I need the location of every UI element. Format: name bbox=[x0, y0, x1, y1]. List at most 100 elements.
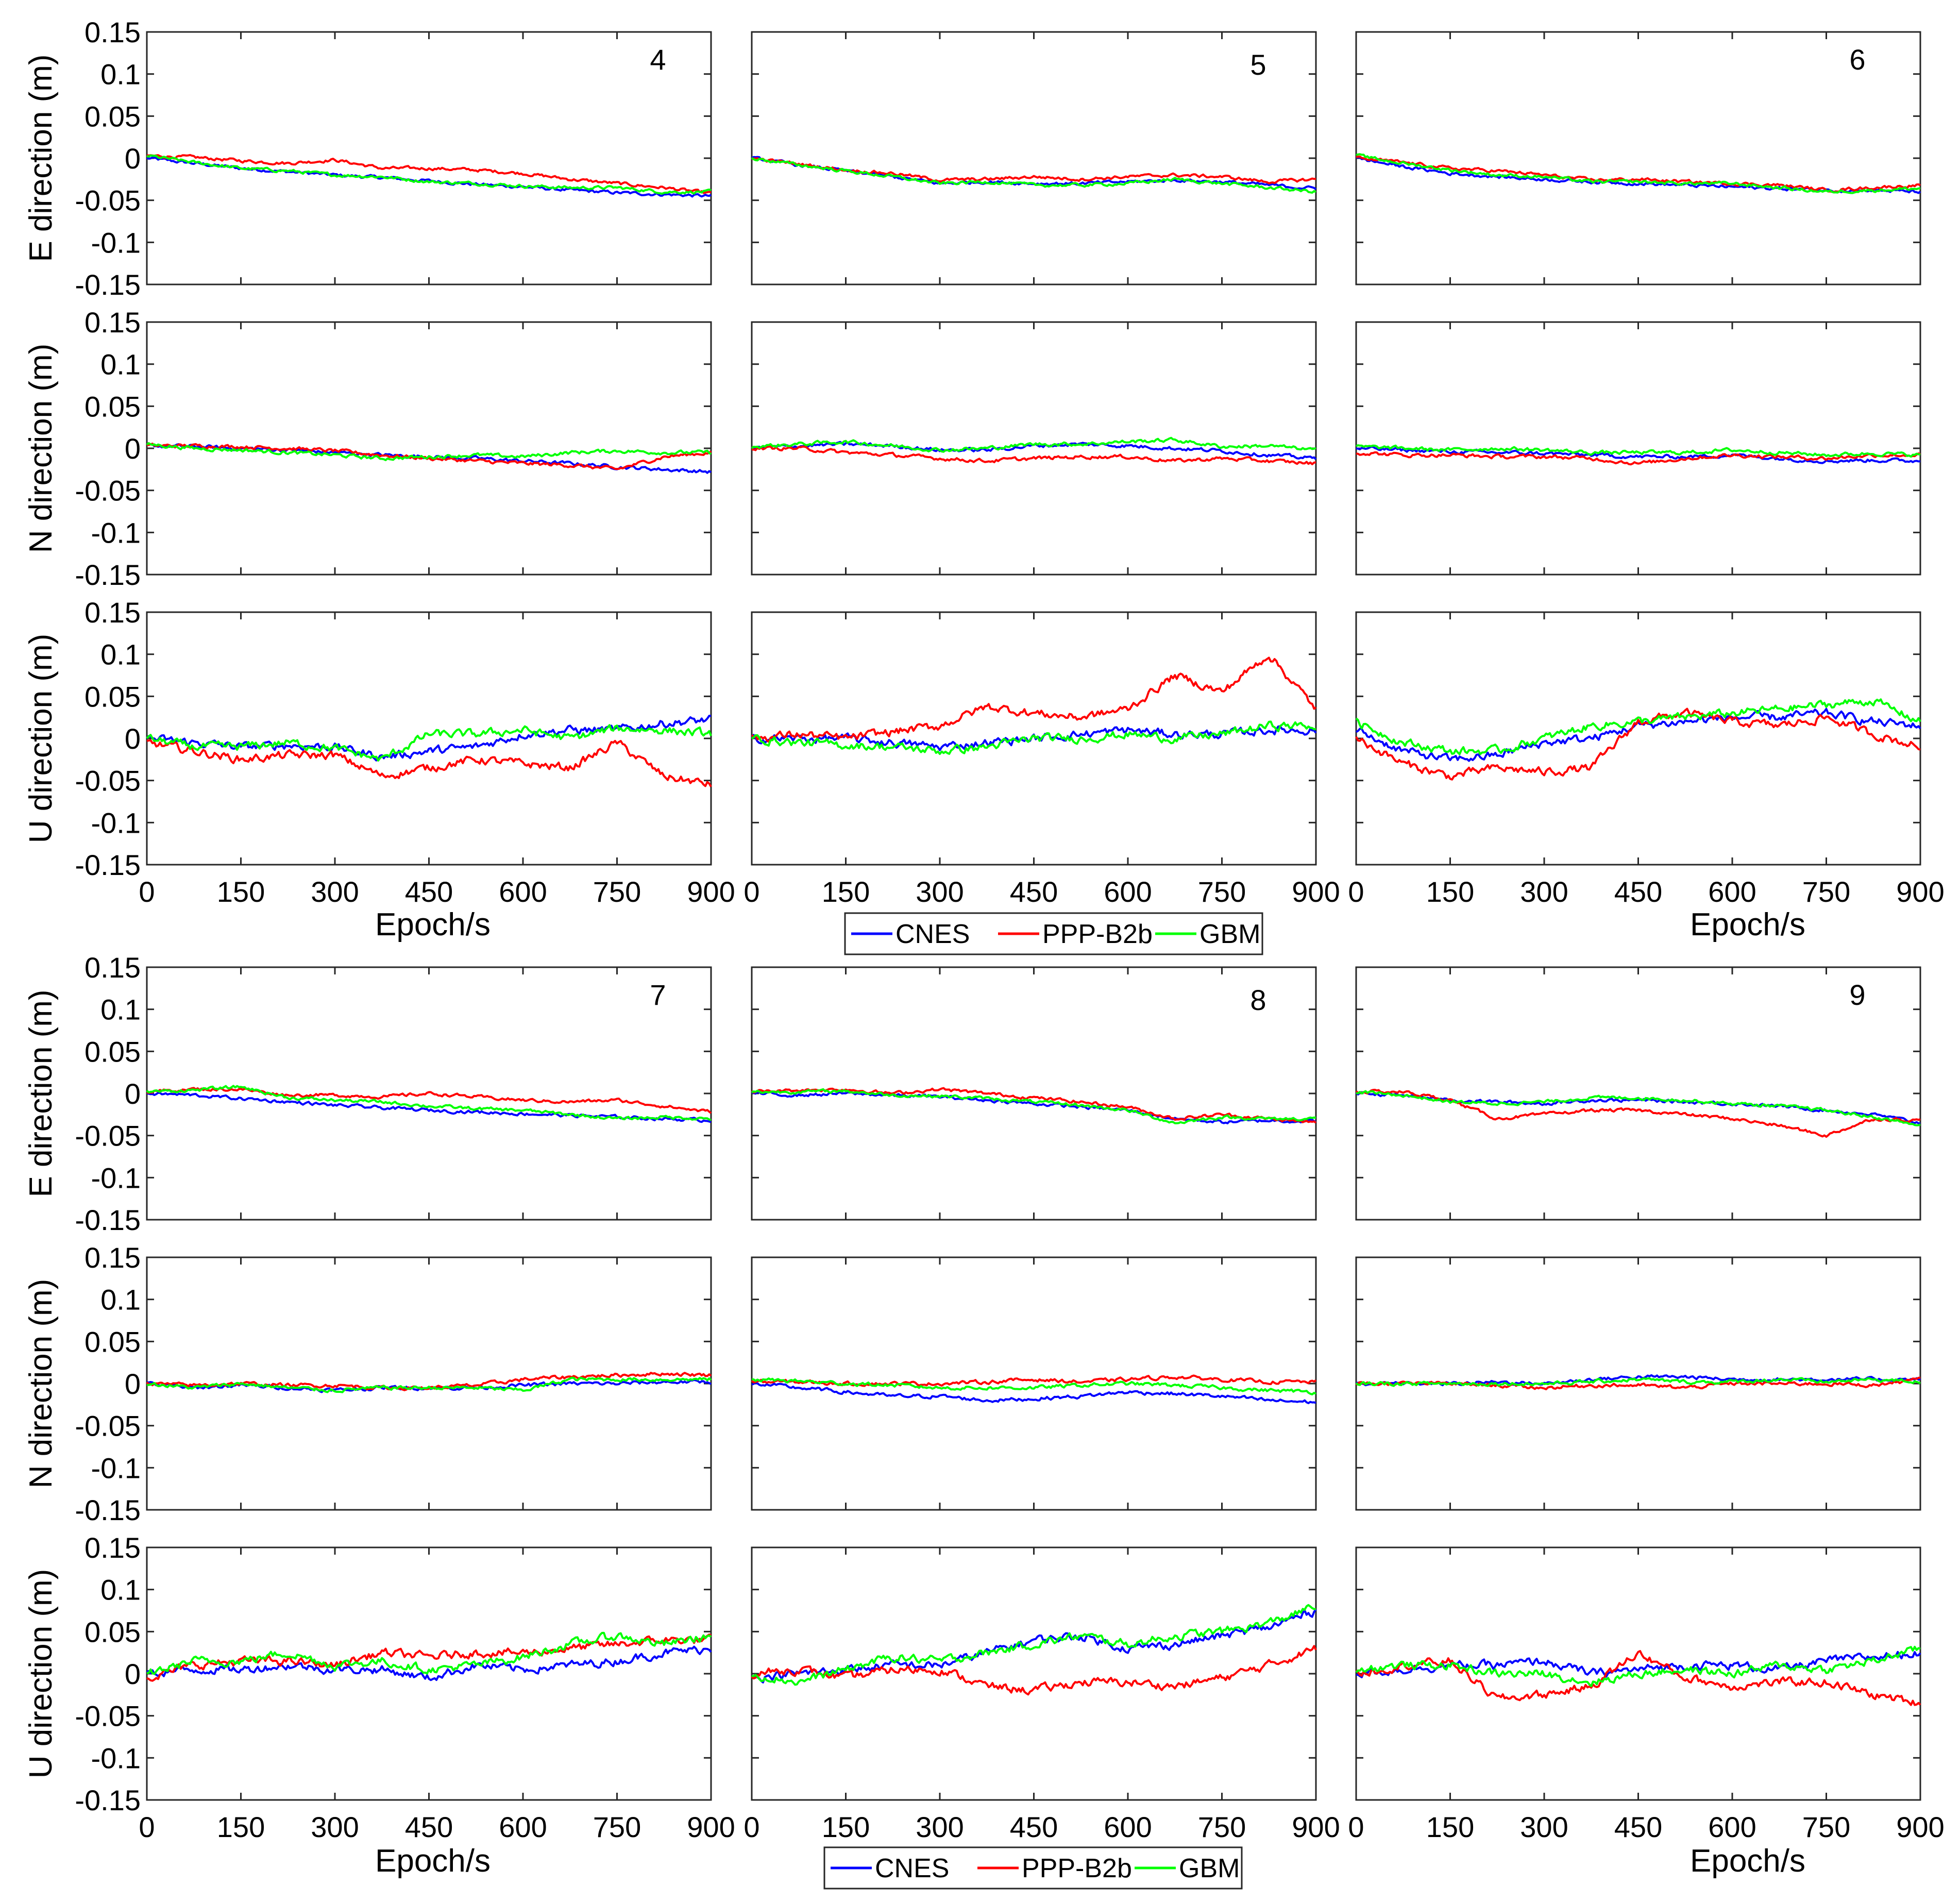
x-tick-label: 300 bbox=[311, 1811, 359, 1843]
y-tick-label: -0.15 bbox=[75, 268, 141, 301]
y-tick-label: 0.15 bbox=[85, 306, 141, 339]
panel-id-label: 4 bbox=[650, 43, 666, 76]
x-tick-label: 600 bbox=[499, 1811, 547, 1843]
y-tick-label: -0.05 bbox=[75, 765, 141, 797]
series-line-ppp-b2b-panel-4-N bbox=[146, 443, 712, 470]
x-tick-label: 150 bbox=[217, 875, 265, 908]
x-axis-label: Epoch/s bbox=[375, 907, 491, 942]
legend-label-gbm: GBM bbox=[1199, 919, 1260, 949]
y-axis-label-U: U direction (m) bbox=[23, 634, 59, 844]
y-tick-label: -0.15 bbox=[75, 559, 141, 591]
x-tick-label: 900 bbox=[1292, 1811, 1340, 1843]
x-tick-label: 150 bbox=[822, 875, 870, 908]
series-line-gbm-panel-5-U bbox=[751, 720, 1316, 755]
x-axis-label: Epoch/s bbox=[1690, 1843, 1805, 1879]
legend-label-ppp-b2b: PPP-B2b bbox=[1042, 919, 1153, 949]
x-tick-label: 900 bbox=[1292, 875, 1340, 908]
series-line-ppp-b2b-panel-5-U bbox=[751, 656, 1317, 743]
y-tick-label: -0.1 bbox=[91, 1742, 141, 1774]
panel-9-E-frame bbox=[1355, 966, 1921, 1221]
series-line-ppp-b2b-panel-8-E bbox=[751, 1087, 1317, 1124]
panel-4-U-frame bbox=[146, 611, 712, 866]
x-tick-label: 600 bbox=[1708, 1811, 1756, 1843]
x-tick-label: 900 bbox=[687, 875, 735, 908]
x-tick-label: 300 bbox=[916, 875, 964, 908]
y-tick-label: 0.1 bbox=[100, 348, 141, 381]
series-line-gbm-panel-9-U bbox=[1355, 1645, 1921, 1688]
x-tick-label: 750 bbox=[1198, 1811, 1246, 1843]
x-tick-label: 750 bbox=[1802, 875, 1850, 908]
panel-6-U-frame bbox=[1355, 611, 1921, 866]
y-axis-label-U: U direction (m) bbox=[23, 1569, 59, 1779]
x-tick-label: 750 bbox=[593, 875, 641, 908]
x-tick-label: 0 bbox=[1348, 1811, 1364, 1843]
x-tick-label: 450 bbox=[1614, 1811, 1662, 1843]
series-line-gbm-panel-6-U bbox=[1355, 698, 1921, 755]
y-tick-label: 0 bbox=[125, 1077, 141, 1110]
legend-label-gbm: GBM bbox=[1179, 1854, 1240, 1883]
y-tick-label: -0.1 bbox=[91, 1161, 141, 1194]
panel-7-U-frame bbox=[146, 1546, 712, 1801]
x-tick-label: 0 bbox=[139, 875, 155, 908]
series-line-gbm-panel-9-N bbox=[1355, 1377, 1921, 1387]
panel-6-N-frame bbox=[1355, 321, 1921, 576]
series-line-gbm-panel-6-N bbox=[1356, 444, 1921, 458]
y-tick-label: -0.05 bbox=[75, 1120, 141, 1152]
axes-layer bbox=[146, 31, 1921, 1801]
y-tick-label: 0.1 bbox=[100, 1284, 141, 1316]
x-tick-label: 450 bbox=[1010, 875, 1058, 908]
series-line-gbm-panel-5-E bbox=[751, 157, 1316, 194]
x-tick-label: 450 bbox=[1010, 1811, 1058, 1843]
x-axis-label: Epoch/s bbox=[375, 1843, 491, 1879]
x-tick-label: 450 bbox=[405, 1811, 453, 1843]
panel-4-E-frame bbox=[146, 31, 712, 285]
panel-5-E-frame bbox=[751, 31, 1317, 285]
y-tick-label: 0.05 bbox=[85, 1035, 141, 1068]
series-line-gbm-panel-7-E bbox=[146, 1085, 712, 1121]
y-tick-label: 0.15 bbox=[85, 1531, 141, 1564]
x-tick-label: 150 bbox=[822, 1811, 870, 1843]
x-tick-label: 750 bbox=[593, 1811, 641, 1843]
legend-label-cnes: CNES bbox=[875, 1854, 949, 1883]
y-tick-label: 0 bbox=[125, 722, 141, 755]
panel-9-U-frame bbox=[1355, 1546, 1921, 1801]
series-line-cnes-panel-8-N bbox=[751, 1382, 1316, 1404]
y-tick-label: 0.15 bbox=[85, 596, 141, 629]
y-tick-label: -0.15 bbox=[75, 1784, 141, 1816]
legend-layer: CNES PPP-B2b GBM CNES PPP-B2b GBM bbox=[823, 912, 1263, 1890]
y-tick-label: 0.15 bbox=[85, 16, 141, 48]
panel-id-label: 6 bbox=[1849, 43, 1865, 76]
x-tick-label: 300 bbox=[916, 1811, 964, 1843]
panel-id-label: 7 bbox=[650, 979, 666, 1011]
legend-label-ppp-b2b: PPP-B2b bbox=[1022, 1854, 1132, 1883]
x-axis-label: Epoch/s bbox=[1690, 907, 1805, 942]
x-tick-label: 150 bbox=[217, 1811, 265, 1843]
x-tick-label: 750 bbox=[1198, 875, 1246, 908]
y-tick-label: -0.1 bbox=[91, 516, 141, 549]
series-line-gbm-panel-7-N bbox=[146, 1376, 712, 1393]
y-tick-label: 0.05 bbox=[85, 390, 141, 423]
series-line-ppp-b2b-panel-7-U bbox=[146, 1633, 712, 1682]
series-line-ppp-b2b-panel-8-N bbox=[751, 1374, 1317, 1387]
y-tick-label: 0.05 bbox=[85, 680, 141, 713]
x-tick-label: 900 bbox=[687, 1811, 735, 1843]
x-tick-label: 750 bbox=[1802, 1811, 1850, 1843]
panel-id-label: 9 bbox=[1849, 979, 1865, 1011]
y-tick-label: -0.05 bbox=[75, 1700, 141, 1732]
series-line-gbm-panel-8-E bbox=[751, 1088, 1316, 1124]
y-tick-label: 0 bbox=[125, 432, 141, 465]
series-line-gbm-panel-5-N bbox=[751, 436, 1316, 453]
y-tick-label: 0 bbox=[125, 1658, 141, 1690]
y-tick-label: -0.1 bbox=[91, 1452, 141, 1484]
y-tick-label: 0.05 bbox=[85, 1615, 141, 1648]
x-tick-label: 300 bbox=[1520, 1811, 1568, 1843]
series-line-ppp-b2b-panel-4-U bbox=[146, 739, 712, 787]
y-tick-label: 0.1 bbox=[100, 638, 141, 671]
y-tick-label: 0.1 bbox=[100, 58, 141, 91]
x-tick-label: 300 bbox=[1520, 875, 1568, 908]
x-tick-label: 0 bbox=[744, 1811, 759, 1843]
x-tick-label: 450 bbox=[405, 875, 453, 908]
x-tick-label: 300 bbox=[311, 875, 359, 908]
series-line-ppp-b2b-panel-6-U bbox=[1355, 708, 1921, 781]
